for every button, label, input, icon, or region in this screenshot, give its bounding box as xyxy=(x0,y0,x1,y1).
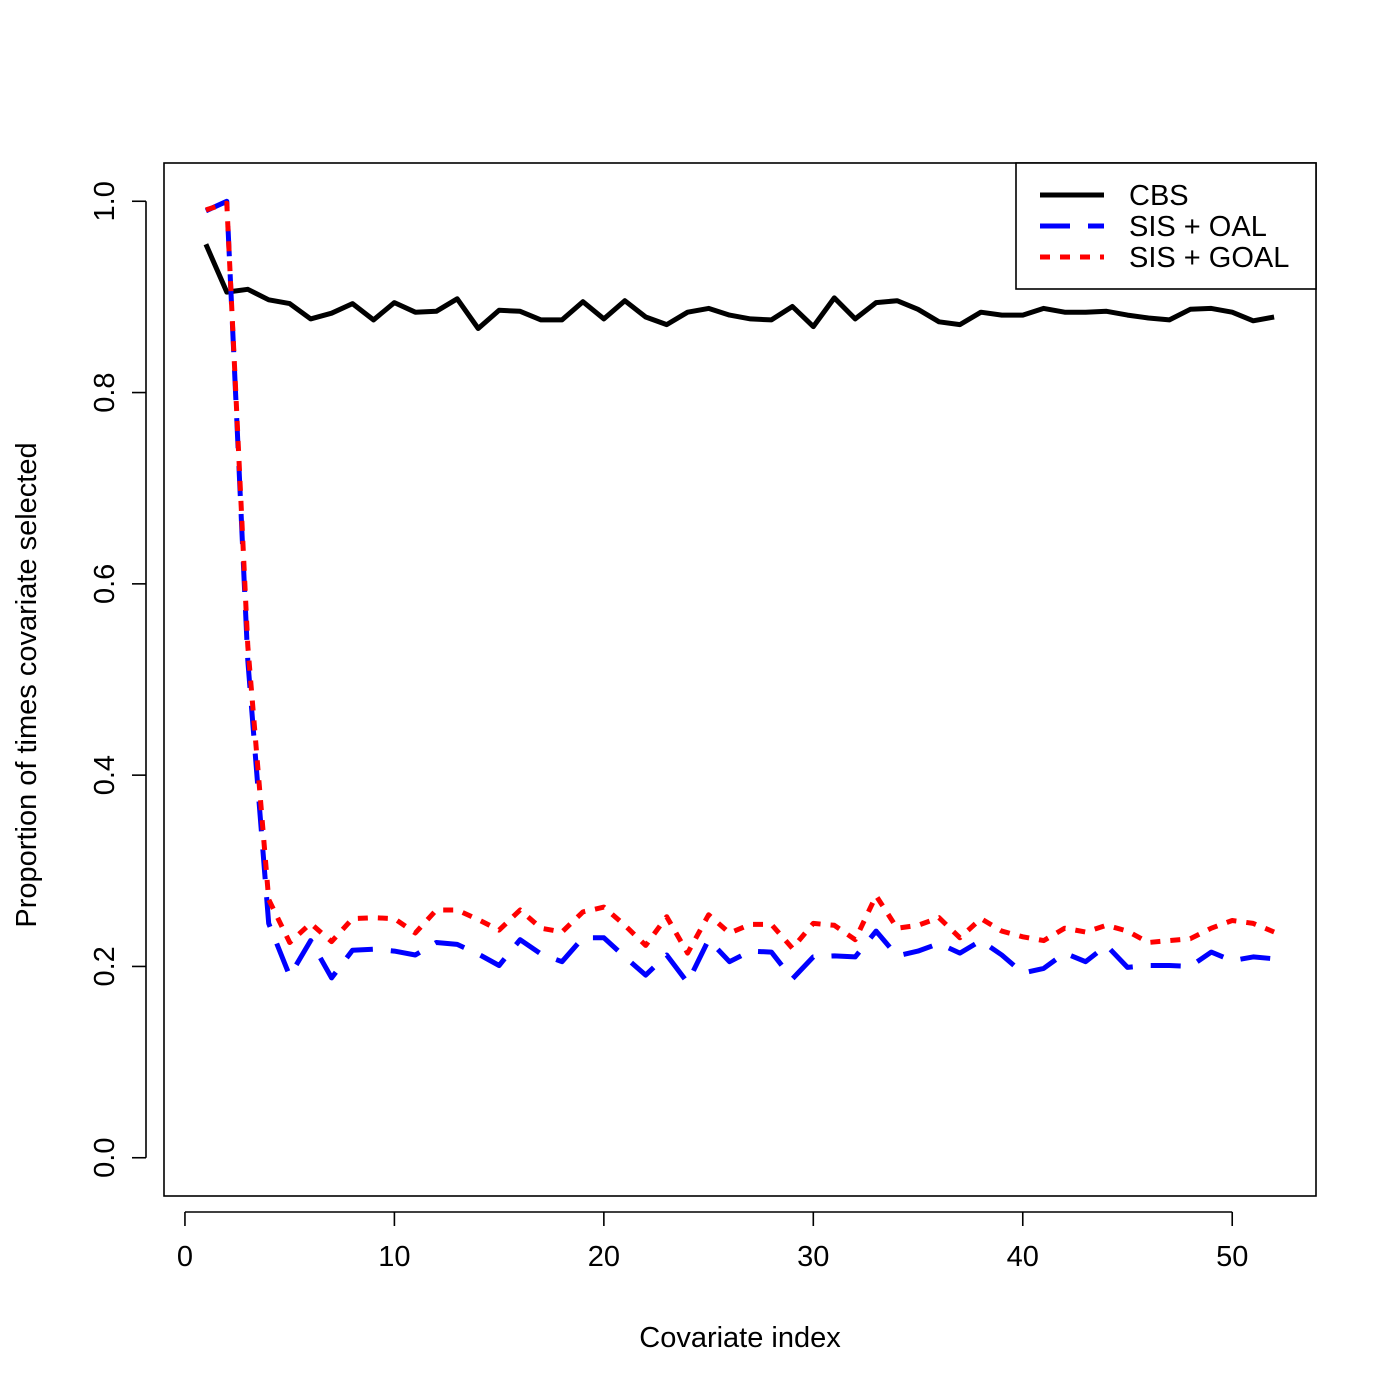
series-lines xyxy=(203,198,1276,986)
x-tick-label: 30 xyxy=(797,1241,829,1273)
y-tick-label: 0.2 xyxy=(89,946,121,986)
x-tick-label: 0 xyxy=(177,1241,193,1273)
plot-frame xyxy=(163,162,1317,1197)
legend-label-3: SIS + GOAL xyxy=(1129,242,1289,274)
y-axis-label: Proportion of times covariate selected xyxy=(11,442,43,927)
legend-box xyxy=(1015,162,1317,290)
y-axis: 0.0 0.2 0.4 0.6 0.8 1.0 xyxy=(89,181,147,1178)
series-line-3 xyxy=(205,200,1276,956)
series-line-2 xyxy=(204,198,1275,986)
y-tick-label: 0.6 xyxy=(89,564,121,604)
y-tick-label: 0.4 xyxy=(89,755,121,795)
legend-label-1: CBS xyxy=(1129,180,1189,212)
legend-label-2: SIS + OAL xyxy=(1129,211,1267,243)
x-tick-label: 20 xyxy=(588,1241,620,1273)
x-axis: 0 10 20 30 40 50 xyxy=(177,1211,1248,1273)
x-tick-label: 10 xyxy=(378,1241,410,1273)
y-tick-label: 1.0 xyxy=(89,181,121,221)
x-axis-label: Covariate index xyxy=(639,1322,841,1354)
y-tick-label: 0.0 xyxy=(89,1138,121,1178)
y-tick-label: 0.8 xyxy=(89,372,121,412)
x-tick-label: 50 xyxy=(1216,1241,1248,1273)
series-line-1 xyxy=(203,243,1275,331)
x-tick-label: 40 xyxy=(1007,1241,1039,1273)
